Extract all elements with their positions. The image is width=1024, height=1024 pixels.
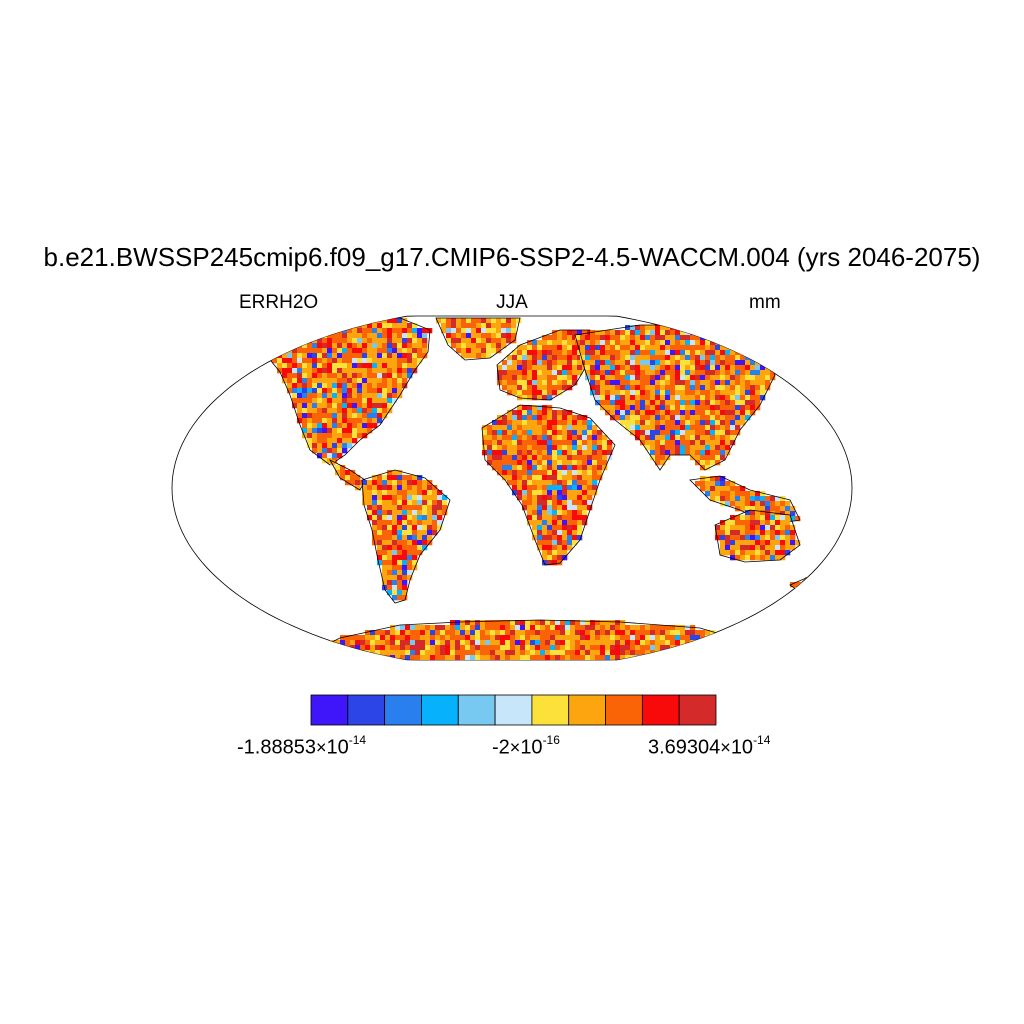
continent-antarctica: [298, 619, 741, 660]
continent-africa: [481, 404, 616, 566]
colorbar-swatch-7: [568, 694, 606, 726]
coastline-australia: [714, 509, 801, 563]
colorbar-swatch-6: [531, 694, 570, 726]
plot-title: b.e21.BWSSP245cmip6.f09_g17.CMIP6-SSP2-4…: [43, 242, 981, 272]
continent-new-zealand: [789, 571, 827, 593]
colorbar-label-mid: -2×10-16: [492, 733, 560, 759]
coastline-africa: [481, 404, 616, 566]
colorbar-swatch-4: [457, 694, 496, 726]
continent-australia: [714, 509, 801, 563]
coastline-south-america: [361, 469, 451, 604]
continent-greenland: [435, 317, 522, 361]
colorbar-swatch-9: [641, 694, 680, 726]
coastline-antarctica: [298, 619, 741, 660]
land-field: [261, 317, 827, 660]
colorbar: [310, 694, 717, 726]
variable-label: ERRH2O: [239, 292, 319, 313]
continent-central-america: [329, 459, 366, 491]
coastline-se-asia: [689, 475, 801, 526]
coastline-europe: [496, 329, 591, 401]
continent-north-america: [261, 317, 433, 466]
colorbar-label-max: 3.69304×10-14: [648, 733, 771, 759]
continent-europe: [496, 329, 593, 401]
continent-south-america: [361, 469, 451, 604]
coastline-greenland: [435, 317, 521, 361]
colorbar-swatch-3: [421, 694, 459, 726]
colorbar-label-min: -1.88853×10-14: [237, 733, 367, 759]
colorbar-swatch-8: [605, 694, 643, 726]
colorbar-swatch-0: [310, 694, 349, 726]
colorbar-swatch-1: [347, 694, 386, 726]
colorbar-swatch-2: [384, 694, 422, 726]
season-label: JJA: [496, 292, 528, 313]
colorbar-swatch-5: [494, 694, 533, 726]
units-label: mm: [749, 292, 781, 313]
colorbar-swatch-10: [678, 694, 717, 726]
